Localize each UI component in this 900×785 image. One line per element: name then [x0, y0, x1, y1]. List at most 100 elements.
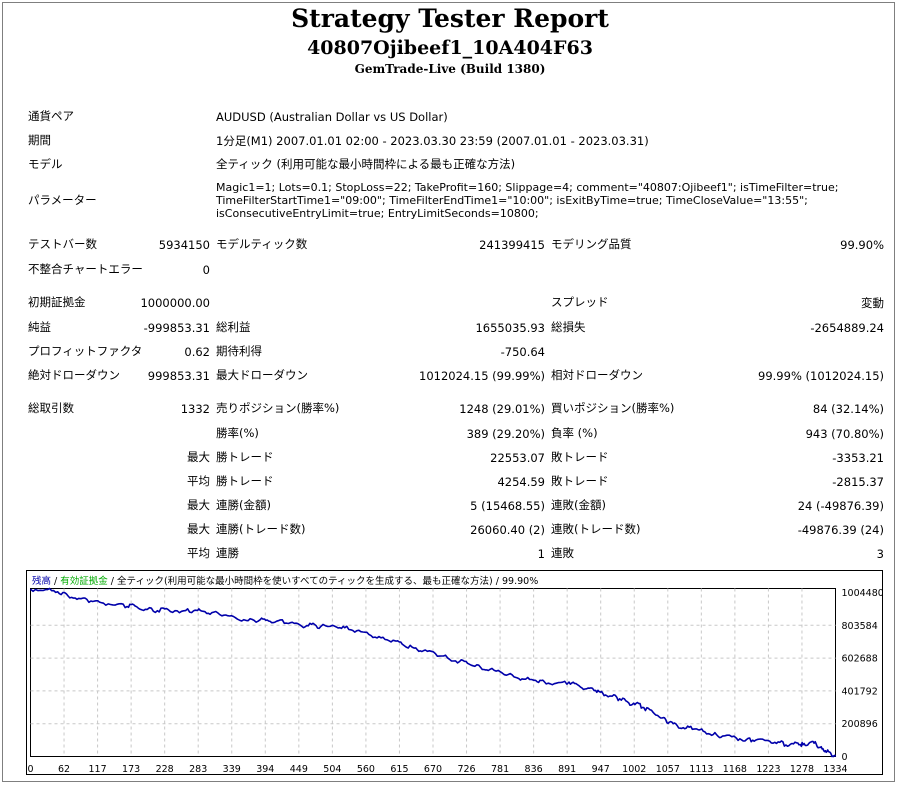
avg-cons-wins-label: 連勝 — [216, 546, 239, 560]
bars-value: 5934150 — [158, 238, 210, 252]
params-line-3: isConsecutiveEntryLimit=true; EntryLimit… — [216, 207, 539, 220]
ea-name: 40807Ojibeef1_10A404F63 — [307, 37, 593, 59]
avg-win-value: 4254.59 — [497, 475, 545, 489]
gross-loss-value: -2654889.24 — [810, 321, 884, 335]
max-dd-label: 最大ドローダウン — [216, 368, 308, 382]
avg-cons-losses-label: 連敗 — [551, 546, 574, 560]
max-cons-profit-value: 26060.40 (2) — [470, 523, 545, 537]
x-tick-label: 615 — [390, 764, 408, 775]
x-tick-label: 947 — [592, 764, 610, 775]
expected-label: 期待利得 — [216, 344, 262, 358]
avg-cons-losses-value: 3 — [876, 547, 884, 561]
gross-loss-label: 総損失 — [551, 320, 586, 334]
max-dd-value: 1012024.15 (99.99%) — [419, 369, 545, 383]
max-prefix-3: 最大 — [187, 522, 210, 536]
max-cons-profit-label: 連勝(トレード数) — [216, 522, 306, 536]
x-tick-label: 228 — [156, 764, 174, 775]
x-tick-label: 1334 — [823, 764, 847, 775]
x-tick-label: 449 — [290, 764, 308, 775]
largest-prefix: 最大 — [187, 450, 210, 464]
balance-chart: 0 62 117 173 228 283 339 394 449 504 560 615 670 726 7… — [26, 570, 883, 775]
y-tick-label: 803584 — [842, 621, 878, 632]
legend-balance: 残高 — [32, 576, 52, 587]
gross-profit-label: 総利益 — [216, 320, 251, 334]
loss-value: 943 (70.80%) — [805, 427, 884, 441]
largest-loss-value: -3353.21 — [832, 451, 884, 465]
x-tick-label: 1113 — [689, 764, 713, 775]
symbol-value: AUDUSD (Australian Dollar vs US Dollar) — [216, 110, 448, 124]
x-tick-label: 1002 — [622, 764, 646, 775]
spread-label: スプレッド — [551, 295, 609, 309]
x-tick-label: 1168 — [723, 764, 747, 775]
legend-model-quality: 全ティック(利用可能な最小時間枠を使いすべてのティックを生成する、最も正確な方法… — [117, 576, 539, 587]
balance-line — [29, 587, 837, 758]
params-line-1: Magic1=1; Lots=0.1; StopLoss=22; TakePro… — [216, 181, 839, 194]
average-prefix: 平均 — [187, 474, 210, 488]
pf-value: 0.62 — [184, 345, 210, 359]
max-cons-loss-value: -49876.39 (24) — [797, 523, 884, 537]
chart-grid — [30, 588, 836, 757]
max-cons-losses-value: 24 (-49876.39) — [797, 499, 884, 513]
abs-dd-value: 999853.31 — [147, 369, 210, 383]
long-value: 84 (32.14%) — [812, 402, 884, 416]
x-tick-label: 173 — [122, 764, 140, 775]
max-cons-wins-label: 連勝(金額) — [216, 498, 271, 512]
pf-label: プロフィットファクタ — [28, 344, 143, 358]
report-title: Strategy Tester Report — [291, 4, 609, 33]
max-cons-loss-label: 連敗(トレード数) — [551, 522, 641, 536]
x-tick-label: 836 — [525, 764, 543, 775]
net-value: -999853.31 — [143, 321, 210, 335]
win-value: 389 (29.20%) — [466, 427, 545, 441]
win-label: 勝率(%) — [216, 426, 259, 440]
errors-value: 0 — [202, 263, 210, 277]
x-axis-ticks: 0 62 117 173 228 283 339 394 449 504 560 615 670 726 7… — [27, 764, 847, 775]
long-label: 買いポジション(勝率%) — [551, 401, 675, 415]
x-tick-label: 283 — [189, 764, 207, 775]
max-cons-losses-label: 連敗(金額) — [551, 498, 606, 512]
x-tick-label: 504 — [323, 764, 341, 775]
x-tick-label: 394 — [256, 764, 274, 775]
avg-win-label: 勝トレード — [216, 474, 274, 488]
params-line-2: TimeFilterStartTime1="09:00"; TimeFilter… — [216, 194, 808, 207]
period-value: 1分足(M1) 2007.01.01 02:00 - 2023.03.30 23… — [216, 134, 649, 148]
symbol-label: 通貨ペア — [28, 109, 74, 123]
rel-dd-label: 相対ドローダウン — [551, 368, 643, 382]
short-label: 売りポジション(勝率%) — [216, 401, 340, 415]
trades-value: 1332 — [180, 402, 210, 416]
y-tick-label: 0 — [842, 752, 848, 763]
deposit-label: 初期証拠金 — [28, 295, 86, 309]
model-label: モデル — [28, 157, 63, 171]
deposit-value: 1000000.00 — [140, 296, 210, 310]
x-tick-label: 0 — [27, 764, 33, 775]
loss-label: 負率 (%) — [551, 426, 598, 440]
y-tick-label: 602688 — [842, 654, 878, 665]
x-tick-label: 1223 — [756, 764, 780, 775]
bars-label: テストバー数 — [28, 237, 97, 251]
ticks-value: 241399415 — [479, 238, 545, 252]
x-tick-label: 726 — [457, 764, 475, 775]
errors-label: 不整合チャートエラー — [28, 262, 143, 276]
x-tick-label: 117 — [89, 764, 107, 775]
chart-legend: 残高 / 有効証拠金 / 全ティック(利用可能な最小時間枠を使いすべてのティック… — [32, 573, 538, 587]
params-label: パラメーター — [28, 193, 97, 207]
y-tick-label: 401792 — [842, 686, 878, 697]
avg-cons-wins-value: 1 — [537, 547, 545, 561]
largest-win-label: 勝トレード — [216, 450, 274, 464]
avg-loss-label: 敗トレード — [551, 474, 609, 488]
max-cons-wins-value: 5 (15468.55) — [470, 499, 545, 513]
quality-label: モデリング品質 — [551, 237, 632, 251]
x-tick-label: 891 — [558, 764, 576, 775]
gross-profit-value: 1655035.93 — [475, 321, 545, 335]
model-value: 全ティック (利用可能な最小時間枠による最も正確な方法) — [216, 157, 516, 171]
x-tick-label: 1278 — [790, 764, 814, 775]
average-prefix-2: 平均 — [187, 546, 210, 560]
x-tick-label: 560 — [357, 764, 375, 775]
x-tick-label: 1057 — [656, 764, 680, 775]
spread-value: 変動 — [861, 296, 884, 310]
y-tick-label: 200896 — [842, 719, 878, 730]
ticks-label: モデルティック数 — [216, 237, 308, 251]
short-value: 1248 (29.01%) — [459, 402, 545, 416]
legend-equity: 有効証拠金 — [60, 576, 108, 587]
y-tick-label: 1004480 — [842, 588, 884, 599]
x-tick-label: 62 — [58, 764, 70, 775]
